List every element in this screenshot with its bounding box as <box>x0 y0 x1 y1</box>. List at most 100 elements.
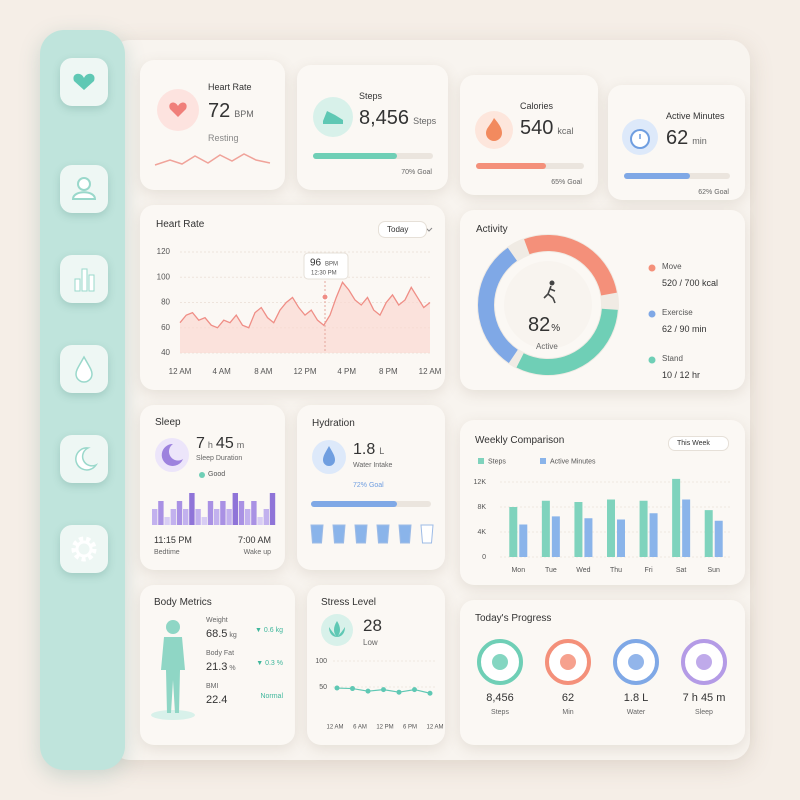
progress-value: 8,456 <box>486 692 514 704</box>
sleep-stage-bar <box>183 509 189 525</box>
bedtime: 11:15 PM <box>154 535 192 545</box>
y-tick-label: 50 <box>319 684 327 691</box>
x-tick-label: Wed <box>576 567 590 574</box>
value-row: 62 min <box>666 127 707 150</box>
sleep-stage-bar <box>220 501 226 525</box>
stress-card: 50 100 12 AM 6 AM 12 PM 6 PM 12 AM Stress Leve… <box>307 585 445 745</box>
bar <box>607 499 615 557</box>
metric-value: 22.4 <box>206 694 228 706</box>
value-row: 7 h 45 m <box>196 435 244 453</box>
card-title: Hydration <box>312 418 355 429</box>
progress-value: 1.8 L <box>623 692 649 704</box>
weekly-comparison-card: Steps Active Minutes 0 4K 8K 12K Mon Tue Wed Thu F… <box>460 420 745 585</box>
sleep-label: Sleep Duration <box>196 455 243 462</box>
bar <box>639 500 648 557</box>
nav-profile[interactable] <box>60 165 108 213</box>
value-row: 1.8 L <box>353 441 384 459</box>
legend-swatch <box>540 458 546 464</box>
nav-stats[interactable] <box>60 255 108 303</box>
heart-rate-area <box>180 282 430 353</box>
sleep-stage-bar <box>269 493 276 525</box>
x-tick-label: 6 AM <box>353 725 367 731</box>
metric-unit: min <box>692 136 707 146</box>
active-minutes-card: Active Minutes 62 min 62% Goal <box>608 85 745 200</box>
water-cup <box>310 524 324 544</box>
bar <box>519 524 528 557</box>
progress-icon <box>560 654 576 670</box>
activity-item-value: 10 / 12 hr <box>662 370 701 380</box>
metric-value: 8,456 <box>359 107 410 129</box>
legend-label: Steps <box>488 458 506 465</box>
range-selector[interactable]: Today <box>378 221 428 238</box>
card-title: Activity <box>476 224 508 235</box>
sleep-stage-bar <box>170 509 176 525</box>
bar <box>682 499 691 557</box>
y-tick-label: 100 <box>157 272 171 281</box>
sleep-stage-bar <box>232 493 238 525</box>
nav-hydration[interactable] <box>60 345 108 393</box>
metric-unit: % <box>229 665 236 672</box>
bar <box>574 502 583 557</box>
x-tick-label: 4 PM <box>337 367 356 376</box>
metric-unit: L <box>379 446 385 456</box>
sleep-stage-bar <box>152 509 158 525</box>
card-title: Sleep <box>155 417 181 428</box>
metric-value: 540 <box>520 117 554 139</box>
nav-sleep[interactable] <box>60 435 108 483</box>
x-tick-label: 12 PM <box>293 367 316 376</box>
x-tick-label: 12 AM <box>326 725 343 731</box>
x-tick-label: Mon <box>511 567 525 574</box>
card-title: Calories <box>520 101 554 111</box>
card-title: Steps <box>359 91 383 101</box>
sleep-hours: 7 <box>196 435 205 452</box>
activity-item-name: Stand <box>662 354 683 363</box>
sleep-card: Sleep 7 h 45 m Sleep Duration Good 11:15 PM Bedt… <box>140 405 285 570</box>
tooltip-dot <box>321 293 329 301</box>
bar <box>672 478 681 557</box>
range-selector[interactable]: This Week <box>668 436 729 451</box>
y-tick-label: 0 <box>482 554 486 561</box>
x-tick-label: 12 PM <box>376 725 393 731</box>
value-row: 8,456 Steps <box>359 107 436 130</box>
bar <box>584 518 593 557</box>
water-cup <box>332 524 346 544</box>
progress-label: Sleep <box>695 709 713 716</box>
y-tick-label: 8K <box>477 504 486 511</box>
bar <box>649 513 658 557</box>
progress-fill <box>476 163 547 169</box>
metric-value: 21.3 <box>206 661 228 673</box>
x-tick-label: 8 AM <box>254 367 273 376</box>
progress-fill <box>624 173 690 179</box>
nav-settings[interactable] <box>60 525 108 573</box>
metric-status: Resting <box>208 133 239 143</box>
x-tick-label: 12 AM <box>169 367 192 376</box>
water-cup <box>376 524 390 544</box>
stress-point <box>381 687 386 693</box>
card-title: Active Minutes <box>666 111 725 121</box>
nav-heart[interactable] <box>60 58 108 106</box>
wake-time: 7:00 AM <box>237 535 271 545</box>
stress-point <box>412 687 417 693</box>
sleep-stage-bar <box>257 517 263 525</box>
x-tick-label: Sat <box>676 567 687 574</box>
activity-item-name: Move <box>662 262 682 271</box>
bar <box>551 516 560 557</box>
legend-dot <box>648 264 656 272</box>
metric-name: Weight <box>206 617 228 624</box>
value-row: 68.5 kg <box>206 628 237 640</box>
stress-point <box>427 690 433 696</box>
card-title: Heart Rate <box>156 219 205 230</box>
y-tick-label: 100 <box>315 658 327 665</box>
bar <box>704 510 713 557</box>
progress-fill <box>311 501 398 507</box>
x-tick-label: 8 PM <box>379 367 398 376</box>
metric-name: Body Fat <box>206 650 235 657</box>
card-title: Stress Level <box>321 597 377 608</box>
wake-label: Wake up <box>243 549 271 556</box>
value-row: 72 BPM <box>208 100 254 123</box>
y-tick-label: 12K <box>474 479 487 486</box>
metric-change: ▼ 0.6 kg <box>255 627 283 634</box>
legend-dot <box>648 310 656 318</box>
water-cup <box>398 524 412 544</box>
progress-icon <box>492 654 508 670</box>
